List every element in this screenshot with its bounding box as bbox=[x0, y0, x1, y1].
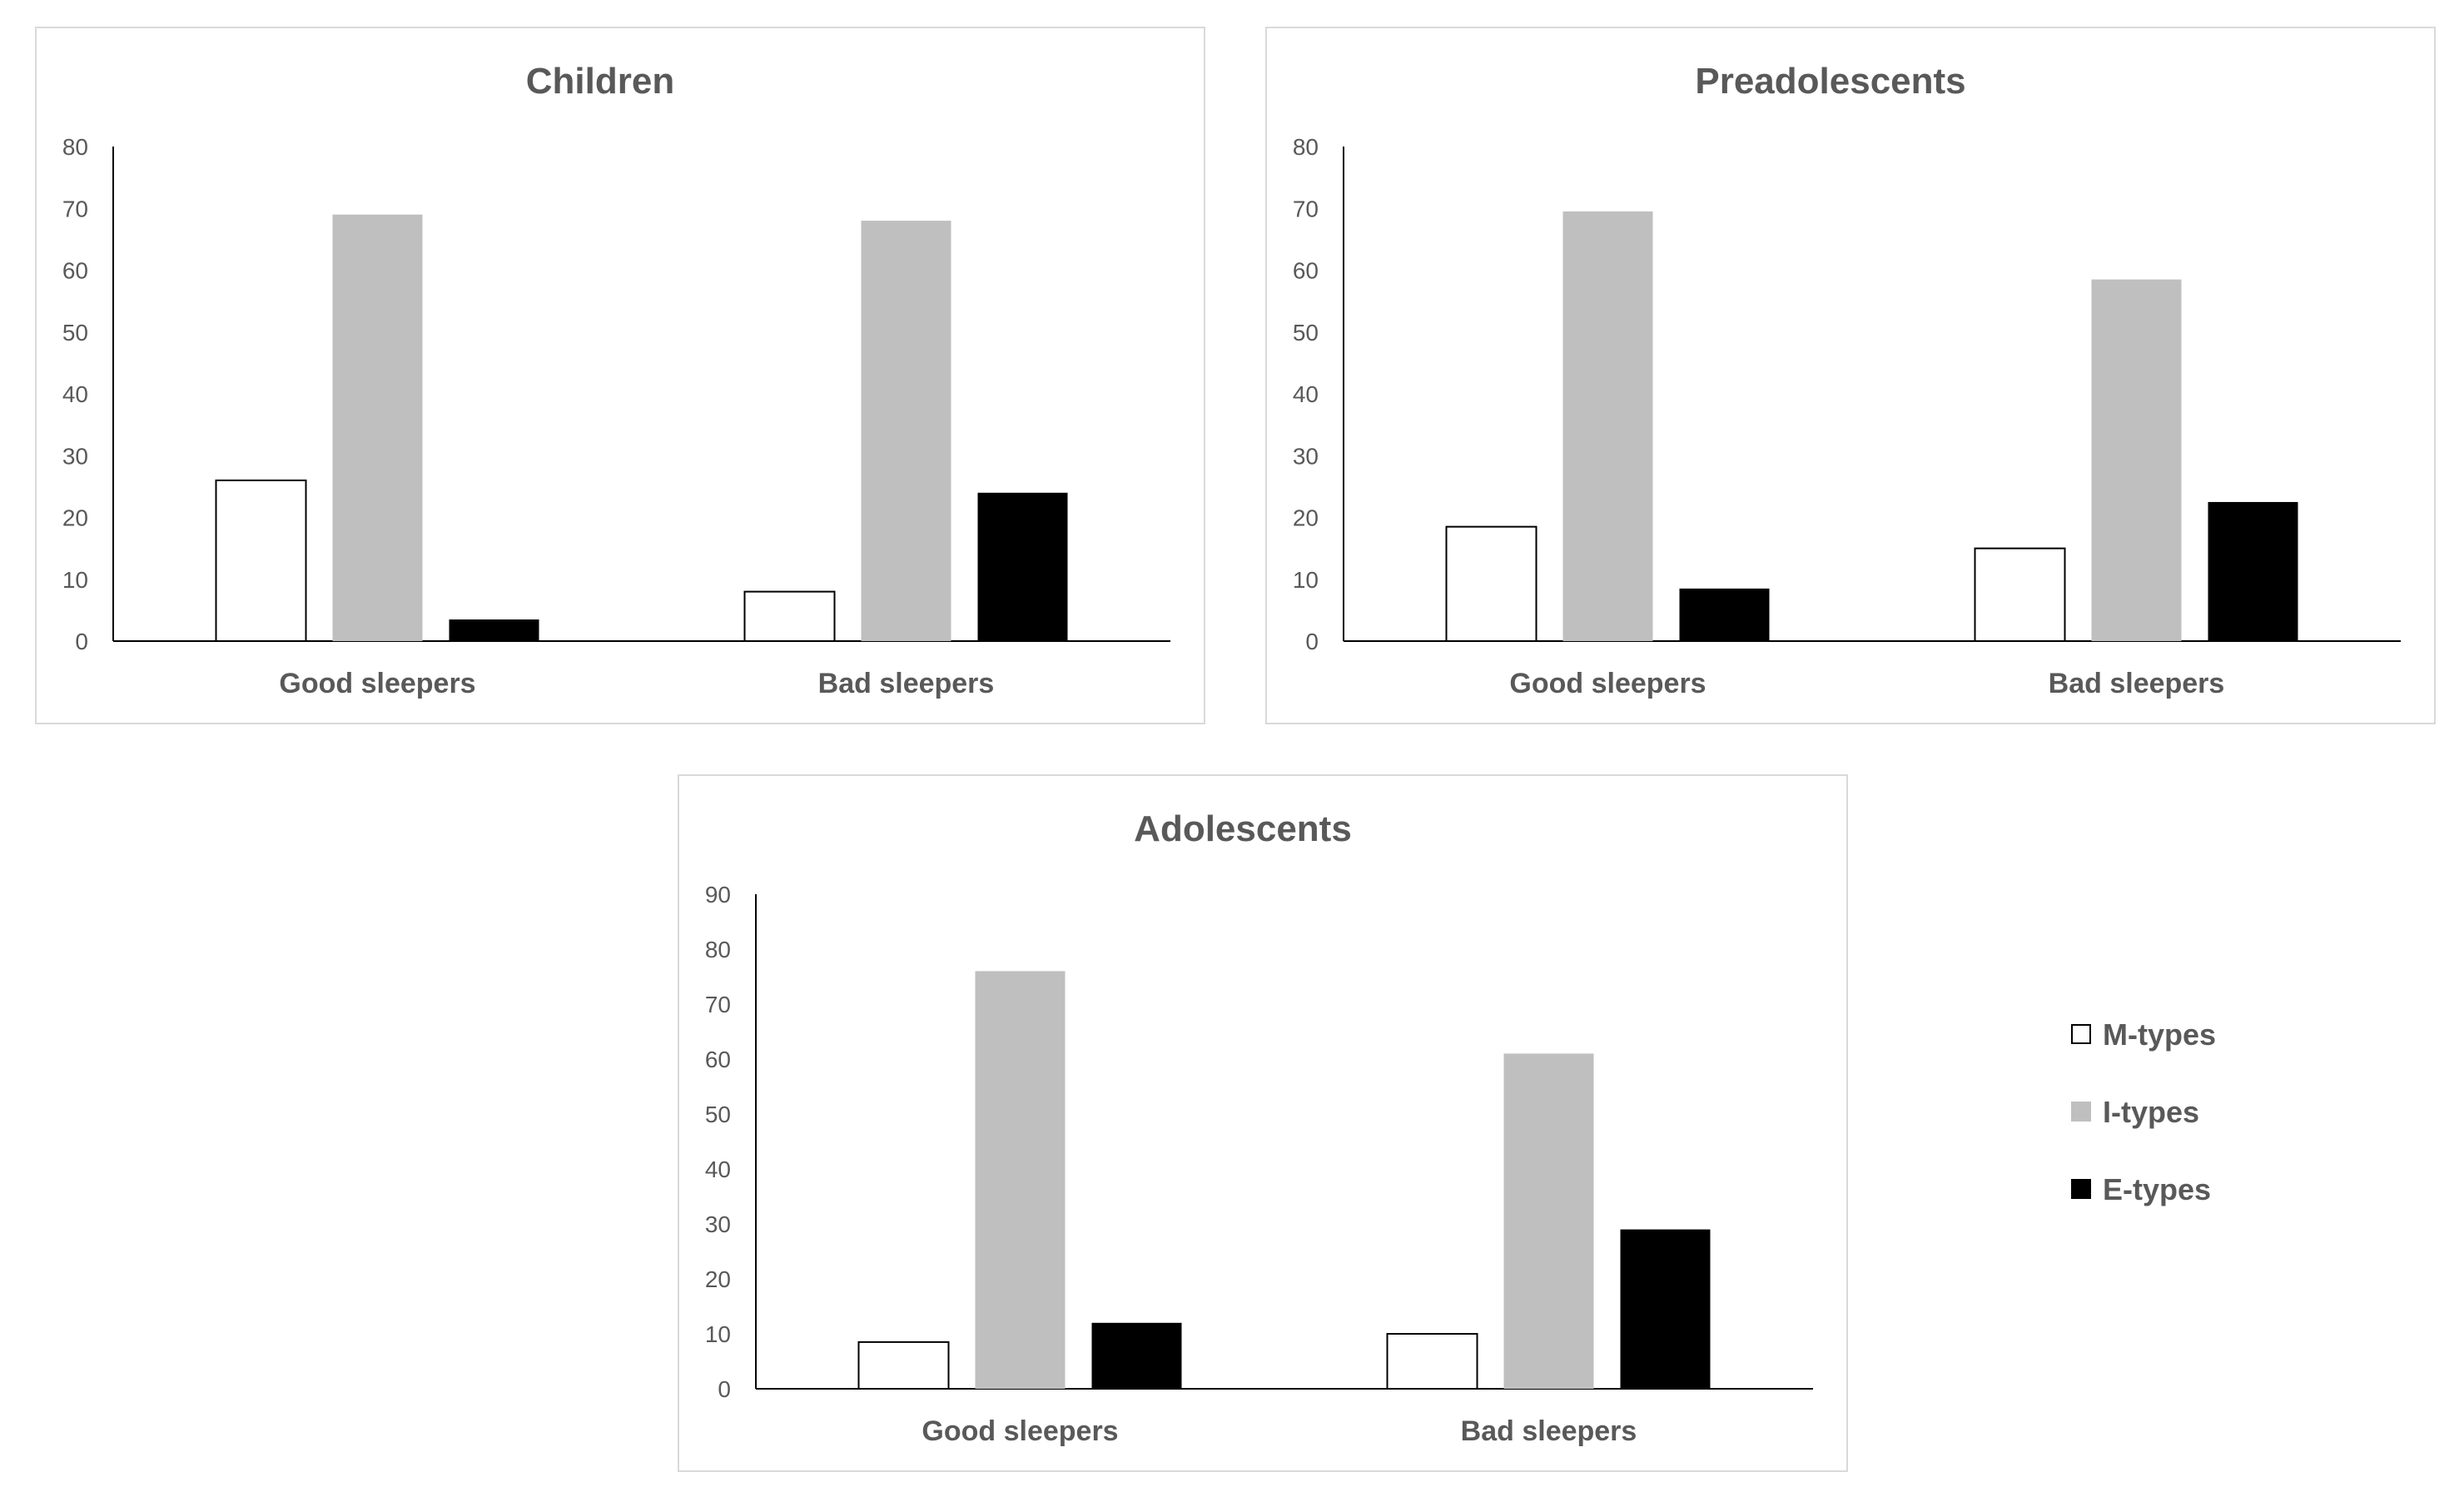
bar-i-types-good-sleepers bbox=[332, 214, 423, 641]
y-tick-label-10: 10 bbox=[62, 567, 88, 593]
bar-m-types-bad-sleepers bbox=[743, 590, 836, 642]
x-tick-label-good-sleepers: Good sleepers bbox=[922, 1415, 1118, 1447]
y-tick-label-80: 80 bbox=[1293, 134, 1319, 160]
chart-title: Preadolescents bbox=[1695, 61, 1965, 102]
x-tick-label-good-sleepers: Good sleepers bbox=[1509, 668, 1706, 699]
y-tick-label-10: 10 bbox=[705, 1321, 731, 1347]
y-tick-label-70: 70 bbox=[705, 992, 731, 1017]
y-tick-label-70: 70 bbox=[62, 196, 88, 221]
y-tick-label-80: 80 bbox=[705, 937, 731, 962]
bar-e-types-good-sleepers bbox=[1679, 588, 1770, 641]
y-tick-label-60: 60 bbox=[1293, 258, 1319, 284]
chart-panel-preadolescents: Preadolescents 0 10 20 30 40 50 60 70 80 Good slee… bbox=[1265, 27, 2436, 724]
y-tick-label-40: 40 bbox=[1293, 381, 1319, 407]
chart-title: Adolescents bbox=[1134, 808, 1352, 849]
bar-m-types-good-sleepers bbox=[1445, 525, 1538, 643]
bar-i-types-bad-sleepers bbox=[861, 221, 951, 641]
bar-i-types-bad-sleepers bbox=[1503, 1053, 1594, 1389]
chart-preadolescents: Preadolescents 0 10 20 30 40 50 60 70 80 Good slee… bbox=[1293, 61, 2401, 699]
legend-label-i-types: I-types bbox=[2103, 1095, 2200, 1129]
y-tick-label-0: 0 bbox=[718, 1376, 731, 1402]
chart-panel-children: Children 0 10 20 30 40 50 60 70 80 Good sleepers Ba… bbox=[35, 27, 1205, 724]
legend-swatch-i-types bbox=[2071, 1102, 2091, 1122]
y-tick-label-0: 0 bbox=[1305, 629, 1319, 654]
y-tick-label-50: 50 bbox=[705, 1102, 731, 1127]
y-tick-label-60: 60 bbox=[705, 1047, 731, 1072]
bar-e-types-good-sleepers bbox=[449, 619, 539, 641]
bar-e-types-bad-sleepers bbox=[1620, 1229, 1711, 1389]
x-tick-label-good-sleepers: Good sleepers bbox=[279, 668, 475, 699]
legend-swatch-e-types bbox=[2071, 1179, 2091, 1199]
y-tick-label-40: 40 bbox=[62, 381, 88, 407]
chart-children: Children 0 10 20 30 40 50 60 70 80 Good sleepers Ba… bbox=[62, 61, 1170, 699]
bar-e-types-bad-sleepers bbox=[2208, 501, 2298, 641]
legend-label-m-types: M-types bbox=[2103, 1017, 2217, 1052]
bar-m-types-bad-sleepers bbox=[1974, 547, 2066, 642]
bar-e-types-good-sleepers bbox=[1091, 1322, 1182, 1389]
x-tick-label-bad-sleepers: Bad sleepers bbox=[1461, 1415, 1637, 1447]
y-tick-label-90: 90 bbox=[705, 882, 731, 908]
legend-label-e-types: E-types bbox=[2103, 1172, 2212, 1206]
y-tick-label-50: 50 bbox=[62, 320, 88, 346]
x-tick-label-bad-sleepers: Bad sleepers bbox=[2049, 668, 2225, 699]
y-tick-label-70: 70 bbox=[1293, 196, 1319, 221]
y-tick-label-20: 20 bbox=[1293, 505, 1319, 531]
y-tick-label-30: 30 bbox=[705, 1211, 731, 1237]
y-tick-label-0: 0 bbox=[75, 629, 88, 654]
bar-i-types-good-sleepers bbox=[975, 971, 1066, 1389]
bar-i-types-good-sleepers bbox=[1562, 211, 1653, 641]
y-tick-label-30: 30 bbox=[1293, 443, 1319, 469]
chart-title: Children bbox=[526, 61, 674, 102]
bar-e-types-bad-sleepers bbox=[977, 492, 1068, 641]
bar-m-types-bad-sleepers bbox=[1386, 1333, 1478, 1390]
y-tick-label-20: 20 bbox=[705, 1266, 731, 1292]
chart-adolescents: Adolescents 0 10 20 30 40 50 60 70 80 90 Good sleep… bbox=[705, 808, 1813, 1447]
y-tick-label-50: 50 bbox=[1293, 320, 1319, 346]
y-tick-label-60: 60 bbox=[62, 258, 88, 284]
chart-panel-adolescents: Adolescents 0 10 20 30 40 50 60 70 80 90 Good sleep… bbox=[678, 774, 1848, 1472]
y-tick-label-30: 30 bbox=[62, 443, 88, 469]
bar-i-types-bad-sleepers bbox=[2091, 279, 2182, 641]
bar-m-types-good-sleepers bbox=[857, 1340, 950, 1390]
y-tick-label-20: 20 bbox=[62, 505, 88, 531]
x-tick-label-bad-sleepers: Bad sleepers bbox=[818, 668, 995, 699]
bar-m-types-good-sleepers bbox=[215, 479, 307, 643]
y-tick-label-80: 80 bbox=[62, 134, 88, 160]
y-tick-label-10: 10 bbox=[1293, 567, 1319, 593]
y-tick-label-40: 40 bbox=[705, 1156, 731, 1182]
legend-swatch-m-types bbox=[2071, 1024, 2091, 1044]
